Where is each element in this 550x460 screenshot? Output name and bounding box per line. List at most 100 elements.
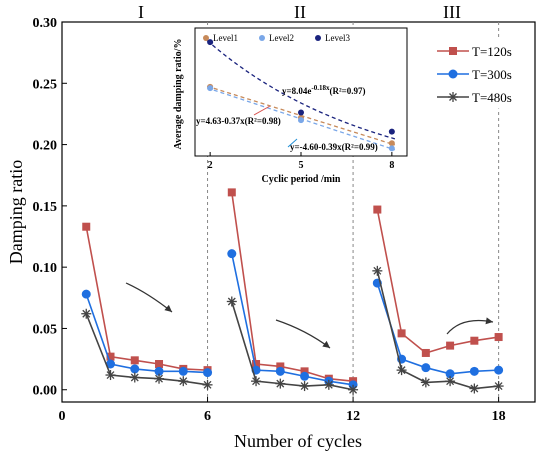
legend-label-t300: T=300s (472, 67, 512, 82)
data-point-t480s (202, 379, 213, 390)
data-point-t300s (494, 365, 504, 375)
data-point-t480s (372, 265, 383, 276)
legend-label-t120: T=120s (472, 44, 512, 59)
data-point-t480s (348, 384, 359, 395)
data-point-t120s (227, 188, 236, 197)
x-tick-label: 12 (346, 409, 360, 424)
inset-x-tick-label: 2 (208, 160, 213, 171)
inset-legend: Level1 Level2 Level3 (203, 33, 350, 43)
data-point-t480s (275, 378, 286, 389)
data-point-t300s (106, 359, 116, 369)
inset-chart: 2 5 8 Level1 Level2 Level3 y=8.04e-0.18x(R… (173, 27, 408, 185)
inset-legend-marker-level2 (259, 35, 265, 41)
inset-y-axis-title: Average damping ratio/% (173, 39, 184, 150)
main-plot-frame (61, 21, 536, 403)
x-tick-label: 6 (204, 409, 211, 424)
data-point-t480s (251, 376, 262, 387)
data-point-t120s (421, 348, 430, 357)
inset-legend-marker-level3 (315, 35, 321, 41)
inset-x-tick-label: 8 (389, 160, 394, 171)
y-tick-label: 0.15 (33, 200, 58, 215)
inset-x-tick-label: 5 (299, 160, 304, 171)
inset-data-point-level3 (298, 109, 304, 116)
data-point-t120s (252, 360, 261, 368)
legend-marker-t120 (449, 47, 457, 55)
data-point-t300s (275, 366, 285, 376)
legend-label-t480: T=480s (472, 90, 512, 105)
stage-label-3: III (443, 2, 461, 22)
x-tick-label: 18 (492, 409, 506, 424)
inset-legend-marker-level1 (203, 35, 209, 41)
inset-data-point-level2 (298, 117, 304, 124)
data-point-t480s (226, 296, 237, 307)
trend-arrow-stage2 (275, 319, 331, 349)
data-point-t120s (276, 362, 285, 371)
data-point-t480s (493, 381, 504, 392)
data-point-t300s (445, 369, 455, 379)
inset-data-point-level2 (207, 85, 214, 92)
series-line-t300s-stage3 (376, 282, 499, 375)
inset-fit-line-level3 (206, 40, 396, 140)
x-axis-title: Number of cycles (234, 431, 362, 451)
y-tick-label: 0.30 (33, 16, 58, 31)
inset-fit-label-level1: y=4.63-0.37x(R²=0.98) (196, 116, 281, 126)
y-tick-label: 0.05 (33, 322, 58, 337)
inset-fit-label-level3: y=8.04e-0.18x(R²=0.97) (282, 84, 366, 96)
inset-legend-label-level1: Level1 (213, 33, 238, 43)
data-point-t120s (373, 205, 382, 214)
inset-data-point-level2 (388, 145, 395, 152)
data-point-t300s (154, 366, 164, 376)
data-point-t480s (299, 381, 310, 392)
data-point-t120s (494, 333, 503, 342)
main-legend: T=120s T=300s T=480s (433, 39, 523, 109)
x-tick-label: 0 (59, 409, 66, 424)
y-axis-title: Damping ratio (6, 160, 26, 264)
data-point-t480s (396, 365, 407, 376)
data-point-t120s (155, 360, 164, 368)
y-tick-label: 0.25 (33, 77, 58, 92)
stage-label-2: II (294, 2, 306, 22)
data-point-t300s (469, 366, 479, 376)
stage-label-1: I (138, 2, 144, 22)
data-point-t480s (323, 379, 334, 390)
data-point-t480s (105, 370, 116, 381)
inset-x-axis-title: Cyclic period /min (262, 174, 341, 185)
data-point-t120s (397, 329, 406, 338)
data-point-t300s (203, 368, 213, 378)
inset-plot-frame (194, 27, 408, 157)
trend-arrow-stage3 (446, 317, 494, 335)
data-point-t300s (130, 364, 140, 374)
inset-legend-label-level2: Level2 (269, 33, 294, 43)
data-point-t120s (446, 341, 455, 350)
legend-marker-t300 (448, 69, 458, 79)
inset-data-point-level3 (207, 39, 214, 46)
series-line-t480s-stage2 (231, 301, 354, 391)
inset-legend-label-level3: Level3 (325, 33, 350, 43)
data-point-t300s (178, 366, 188, 376)
data-point-t120s (106, 352, 115, 361)
data-point-t480s (469, 383, 480, 394)
legend-marker-t480 (448, 92, 458, 102)
data-point-t480s (154, 373, 165, 384)
data-point-t120s (82, 222, 91, 231)
y-tick-label: 0.00 (33, 384, 58, 399)
inset-annotation-arrow-level1 (253, 105, 271, 116)
series-line-t120s-stage1 (85, 226, 208, 371)
y-tick-label: 0.20 (33, 139, 58, 154)
data-point-t120s (470, 336, 479, 345)
inset-annotation-arrow-level2 (287, 138, 298, 148)
data-point-t480s (129, 372, 140, 383)
data-point-t300s (81, 289, 91, 299)
trend-arrow-stage1 (125, 282, 173, 313)
y-tick-label: 0.10 (33, 261, 58, 276)
data-point-t120s (130, 356, 139, 365)
data-point-t120s (300, 367, 309, 376)
data-point-t480s (81, 308, 92, 319)
inset-data-point-level3 (388, 128, 395, 135)
series-line-t120s-stage2 (231, 192, 354, 382)
data-point-t480s (420, 377, 431, 388)
data-point-t480s (445, 376, 456, 387)
inset-data-point-level1 (388, 140, 395, 147)
data-point-t480s (178, 376, 189, 387)
